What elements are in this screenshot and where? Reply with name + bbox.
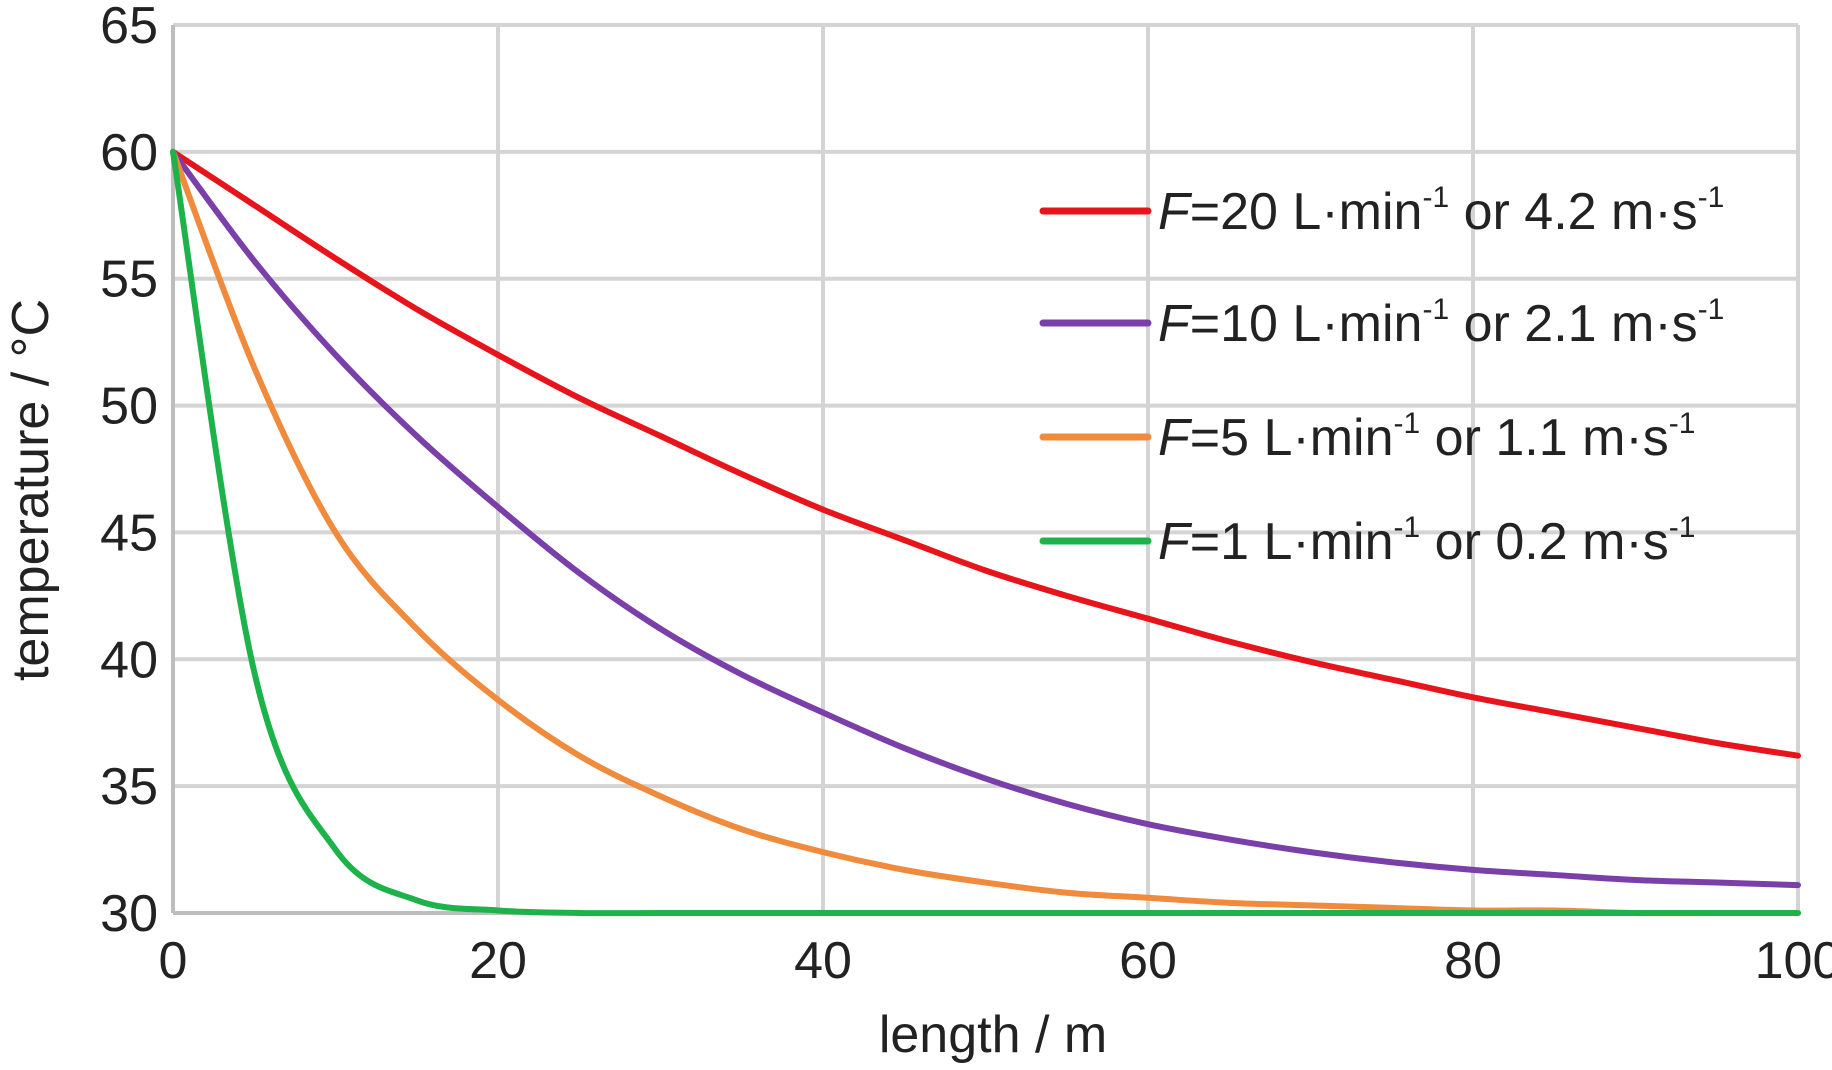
y-tick-label: 55 — [100, 251, 158, 309]
y-tick-labels: 30 35 40 45 50 55 60 65 — [100, 0, 158, 943]
legend-label-1: F=10 L·min-1 or 2.1 m·s-1 — [1158, 293, 1724, 353]
legend-label-0: F=20 L·min-1 or 4.2 m·s-1 — [1158, 181, 1724, 241]
y-axis-label: temperature / °C — [2, 299, 60, 681]
y-tick-label: 40 — [100, 631, 158, 689]
legend: F=20 L·min-1 or 4.2 m·s-1 F=10 L·min-1 or… — [1039, 181, 1724, 571]
x-tick-label: 40 — [794, 932, 852, 990]
y-tick-label: 45 — [100, 504, 158, 562]
series-line-1 — [170, 148, 1801, 889]
legend-label-3: F=1 L·min-1 or 0.2 m·s-1 — [1158, 511, 1695, 571]
series-line-3 — [170, 148, 1801, 917]
grid — [171, 23, 1800, 915]
x-tick-label: 60 — [1119, 932, 1177, 990]
x-tick-label: 100 — [1755, 932, 1832, 990]
series — [170, 148, 1801, 917]
y-tick-label: 50 — [100, 378, 158, 436]
legend-label-2: F=5 L·min-1 or 1.1 m·s-1 — [1158, 407, 1695, 467]
x-tick-label: 80 — [1444, 932, 1502, 990]
x-axis-label: length / m — [879, 1006, 1107, 1064]
y-tick-label: 30 — [100, 885, 158, 943]
series-line-0 — [170, 148, 1801, 759]
y-tick-label: 65 — [100, 0, 158, 55]
x-tick-label: 0 — [159, 932, 188, 990]
y-tick-label: 35 — [100, 758, 158, 816]
y-tick-label: 60 — [100, 124, 158, 182]
x-tick-labels: 0 20 40 60 80 100 — [159, 932, 1832, 990]
x-tick-label: 20 — [469, 932, 527, 990]
